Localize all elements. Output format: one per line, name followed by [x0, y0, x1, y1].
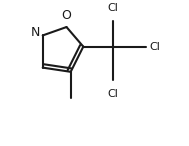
Text: N: N	[31, 26, 40, 39]
Text: Cl: Cl	[107, 3, 118, 13]
Text: Cl: Cl	[107, 89, 118, 99]
Text: O: O	[62, 9, 71, 22]
Text: Cl: Cl	[149, 42, 160, 52]
